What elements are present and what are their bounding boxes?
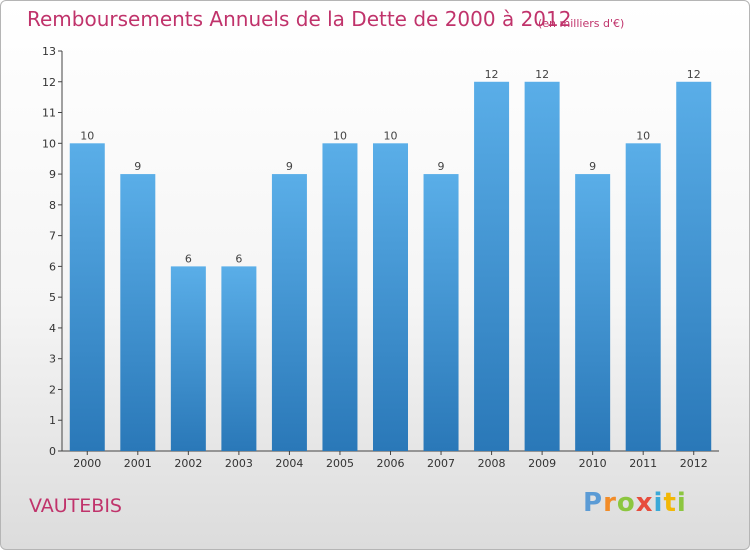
x-tick-label: 2008 <box>478 457 506 470</box>
data-label: 9 <box>286 160 293 173</box>
logo-letter: t <box>663 488 677 518</box>
y-tick-label: 3 <box>49 353 56 366</box>
bar <box>221 266 257 451</box>
bar <box>676 81 712 452</box>
y-tick-label: 11 <box>42 107 56 120</box>
x-tick-label: 2006 <box>377 457 405 470</box>
chart-subtitle: (en milliers d'€) <box>538 17 625 30</box>
bar <box>271 174 307 452</box>
y-tick-label: 2 <box>49 383 56 396</box>
y-tick-label: 10 <box>42 137 56 150</box>
y-tick-label: 13 <box>42 45 56 58</box>
x-tick-label: 2000 <box>73 457 101 470</box>
y-tick-label: 5 <box>49 291 56 304</box>
proxiti-logo: Proxiti <box>583 488 687 518</box>
bar <box>524 81 560 452</box>
logo-letter: o <box>616 488 636 518</box>
bar <box>120 174 156 452</box>
logo-letter: r <box>603 488 617 518</box>
y-tick-label: 7 <box>49 230 56 243</box>
data-label: 12 <box>687 68 701 81</box>
y-tick-label: 8 <box>49 199 56 212</box>
y-tick-label: 6 <box>49 260 56 273</box>
bar <box>69 143 105 452</box>
data-label: 6 <box>235 252 242 265</box>
x-tick-label: 2009 <box>528 457 556 470</box>
data-label: 12 <box>535 68 549 81</box>
data-label: 9 <box>438 160 445 173</box>
data-label: 12 <box>485 68 499 81</box>
logo-letter: i <box>653 488 664 518</box>
y-tick-label: 1 <box>49 414 56 427</box>
bar <box>575 174 611 452</box>
x-tick-label: 2010 <box>579 457 607 470</box>
bar <box>373 143 408 452</box>
place-name: VAUTEBIS <box>29 495 122 517</box>
x-tick-label: 2005 <box>326 457 354 470</box>
x-tick-label: 2012 <box>680 457 708 470</box>
bar <box>625 143 661 452</box>
data-label: 9 <box>589 160 596 173</box>
data-label: 10 <box>636 129 650 142</box>
y-tick-label: 9 <box>49 168 56 181</box>
data-label: 9 <box>134 160 141 173</box>
y-tick-label: 4 <box>49 322 56 335</box>
data-label: 10 <box>80 129 94 142</box>
logo-letter: x <box>635 488 654 518</box>
data-label: 10 <box>333 129 347 142</box>
bar <box>423 174 459 452</box>
bar <box>170 266 206 451</box>
x-tick-label: 2011 <box>629 457 657 470</box>
y-tick-label: 0 <box>49 445 56 458</box>
logo-letter: i <box>676 488 687 518</box>
bar <box>474 81 510 452</box>
data-label: 10 <box>384 129 398 142</box>
x-tick-label: 2002 <box>174 457 202 470</box>
y-tick-label: 12 <box>42 76 56 89</box>
logo-letter: P <box>583 488 604 518</box>
chart-title: Remboursements Annuels de la Dette de 20… <box>27 7 572 31</box>
x-tick-label: 2003 <box>225 457 253 470</box>
x-tick-label: 2004 <box>275 457 303 470</box>
bar <box>322 143 358 452</box>
x-tick-label: 2001 <box>124 457 152 470</box>
x-tick-label: 2007 <box>427 457 455 470</box>
data-label: 6 <box>185 252 192 265</box>
